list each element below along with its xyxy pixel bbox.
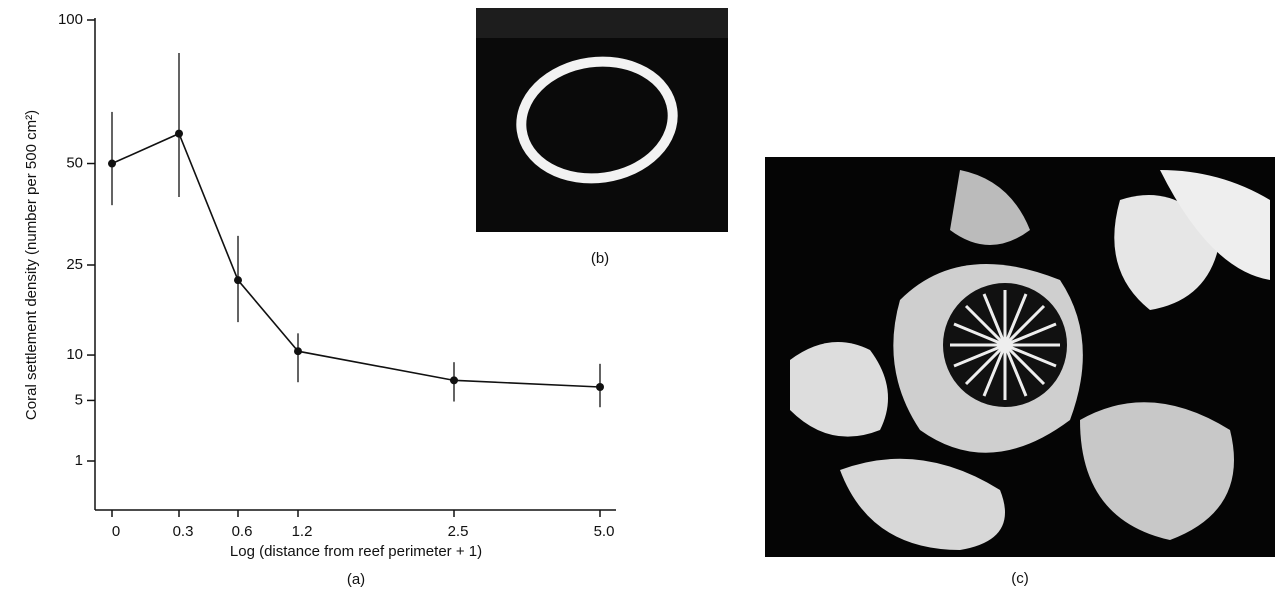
x-tick-label: 2.5 — [448, 523, 469, 540]
caption-c: (c) — [1011, 570, 1029, 587]
caption-a: (a) — [347, 571, 365, 588]
y-tick-label: 50 — [66, 154, 83, 171]
point — [450, 376, 458, 385]
x-tick-label: 0.6 — [232, 523, 253, 540]
y-tick-label: 1 — [75, 452, 83, 469]
photo-b — [476, 8, 728, 232]
line — [111, 132, 601, 388]
x-tick-label: 0.3 — [173, 523, 194, 540]
point — [108, 159, 116, 168]
y-tick-label: 10 — [66, 346, 83, 363]
x-tick-label: 1.2 — [292, 523, 313, 540]
x-axis-label: Log (distance from reef perimeter + 1) — [230, 543, 482, 560]
y-tick-label: 5 — [75, 391, 83, 408]
point — [175, 129, 183, 138]
caption-b: (b) — [591, 250, 609, 267]
y-tick-label: 25 — [66, 256, 83, 273]
point — [596, 383, 604, 392]
y-tick-label: 100 — [58, 11, 83, 28]
point — [294, 347, 302, 356]
photo-c — [765, 157, 1275, 557]
x-tick-label: 0 — [112, 523, 120, 540]
x-tick-label: 5.0 — [594, 523, 615, 540]
y-axis-label: Coral settlement density (number per 500… — [23, 110, 40, 420]
point — [234, 276, 242, 285]
